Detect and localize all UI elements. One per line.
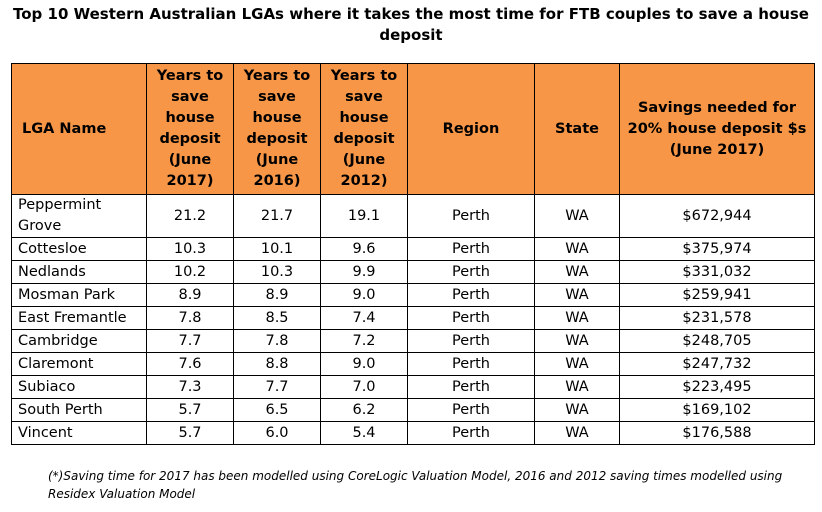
cell-years-2017: 21.2 — [146, 194, 234, 238]
cell-years-2012: 5.4 — [320, 421, 408, 445]
cell-savings: $672,944 — [619, 194, 815, 238]
cell-state: WA — [534, 194, 620, 238]
cell-years-2012: 7.2 — [320, 329, 408, 353]
table-row: South Perth 5.7 6.5 6.2 Perth WA $169,10… — [11, 398, 815, 422]
cell-years-2017: 10.2 — [146, 260, 234, 284]
cell-lga-name: South Perth — [11, 398, 147, 422]
cell-years-2016: 10.3 — [233, 260, 321, 284]
table-row: Mosman Park 8.9 8.9 9.0 Perth WA $259,94… — [11, 283, 815, 307]
table-row: Cambridge 7.7 7.8 7.2 Perth WA $248,705 — [11, 329, 815, 353]
cell-savings: $223,495 — [619, 375, 815, 399]
cell-lga-name: Subiaco — [11, 375, 147, 399]
cell-years-2016: 21.7 — [233, 194, 321, 238]
cell-savings: $259,941 — [619, 283, 815, 307]
cell-region: Perth — [407, 283, 535, 307]
cell-years-2012: 9.0 — [320, 352, 408, 376]
header-years-2016: Years to save house deposit (June 2016) — [233, 63, 321, 195]
cell-years-2017: 7.8 — [146, 306, 234, 330]
table-row: Subiaco 7.3 7.7 7.0 Perth WA $223,495 — [11, 375, 815, 399]
cell-lga-name: East Fremantle — [11, 306, 147, 330]
title-line-1: Top 10 Western Australian LGAs where it … — [13, 5, 809, 23]
cell-lga-name: Peppermint Grove — [11, 194, 147, 238]
cell-savings: $331,032 — [619, 260, 815, 284]
cell-state: WA — [534, 306, 620, 330]
cell-savings: $169,102 — [619, 398, 815, 422]
cell-savings: $375,974 — [619, 237, 815, 261]
cell-years-2016: 8.5 — [233, 306, 321, 330]
header-years-2017: Years to save house deposit (June 2017) — [146, 63, 234, 195]
cell-region: Perth — [407, 194, 535, 238]
cell-state: WA — [534, 421, 620, 445]
cell-years-2017: 5.7 — [146, 421, 234, 445]
cell-lga-name: Mosman Park — [11, 283, 147, 307]
table-row: Cottesloe 10.3 10.1 9.6 Perth WA $375,97… — [11, 237, 815, 261]
cell-years-2012: 9.0 — [320, 283, 408, 307]
table-row: Peppermint Grove 21.2 21.7 19.1 Perth WA… — [11, 194, 815, 238]
cell-region: Perth — [407, 306, 535, 330]
cell-state: WA — [534, 375, 620, 399]
cell-region: Perth — [407, 421, 535, 445]
cell-years-2016: 8.9 — [233, 283, 321, 307]
cell-years-2012: 9.9 — [320, 260, 408, 284]
cell-state: WA — [534, 398, 620, 422]
cell-state: WA — [534, 260, 620, 284]
table-row: East Fremantle 7.8 8.5 7.4 Perth WA $231… — [11, 306, 815, 330]
cell-years-2016: 7.7 — [233, 375, 321, 399]
cell-years-2016: 7.8 — [233, 329, 321, 353]
cell-years-2016: 6.5 — [233, 398, 321, 422]
header-years-2012: Years to save house deposit (June 2012) — [320, 63, 408, 195]
cell-savings: $176,588 — [619, 421, 815, 445]
cell-state: WA — [534, 237, 620, 261]
header-region: Region — [407, 63, 535, 195]
lga-table: LGA Name Years to save house deposit (Ju… — [11, 63, 815, 445]
cell-state: WA — [534, 352, 620, 376]
cell-years-2016: 6.0 — [233, 421, 321, 445]
cell-years-2012: 6.2 — [320, 398, 408, 422]
header-row: LGA Name Years to save house deposit (Ju… — [11, 63, 815, 195]
table-row: Vincent 5.7 6.0 5.4 Perth WA $176,588 — [11, 421, 815, 445]
cell-years-2012: 7.4 — [320, 306, 408, 330]
cell-years-2012: 19.1 — [320, 194, 408, 238]
cell-years-2016: 10.1 — [233, 237, 321, 261]
cell-region: Perth — [407, 352, 535, 376]
table-row: Claremont 7.6 8.8 9.0 Perth WA $247,732 — [11, 352, 815, 376]
cell-savings: $247,732 — [619, 352, 815, 376]
header-state: State — [534, 63, 620, 195]
cell-savings: $231,578 — [619, 306, 815, 330]
cell-region: Perth — [407, 237, 535, 261]
cell-state: WA — [534, 329, 620, 353]
cell-savings: $248,705 — [619, 329, 815, 353]
cell-lga-name: Cottesloe — [11, 237, 147, 261]
cell-years-2017: 7.3 — [146, 375, 234, 399]
cell-region: Perth — [407, 398, 535, 422]
cell-region: Perth — [407, 260, 535, 284]
footnote: (*)Saving time for 2017 has been modelle… — [48, 469, 783, 501]
cell-lga-name: Nedlands — [11, 260, 147, 284]
title-line-2: deposit — [379, 26, 443, 44]
cell-years-2017: 5.7 — [146, 398, 234, 422]
cell-lga-name: Vincent — [11, 421, 147, 445]
table-row: Nedlands 10.2 10.3 9.9 Perth WA $331,032 — [11, 260, 815, 284]
header-lga-name: LGA Name — [11, 63, 147, 195]
cell-years-2012: 7.0 — [320, 375, 408, 399]
cell-years-2017: 8.9 — [146, 283, 234, 307]
cell-years-2016: 8.8 — [233, 352, 321, 376]
cell-lga-name: Claremont — [11, 352, 147, 376]
header-savings: Savings needed for 20% house deposit $s … — [619, 63, 815, 195]
cell-lga-name: Cambridge — [11, 329, 147, 353]
cell-years-2017: 10.3 — [146, 237, 234, 261]
cell-state: WA — [534, 283, 620, 307]
cell-region: Perth — [407, 375, 535, 399]
page-title: Top 10 Western Australian LGAs where it … — [0, 4, 822, 46]
cell-years-2017: 7.7 — [146, 329, 234, 353]
cell-years-2017: 7.6 — [146, 352, 234, 376]
cell-years-2012: 9.6 — [320, 237, 408, 261]
cell-region: Perth — [407, 329, 535, 353]
